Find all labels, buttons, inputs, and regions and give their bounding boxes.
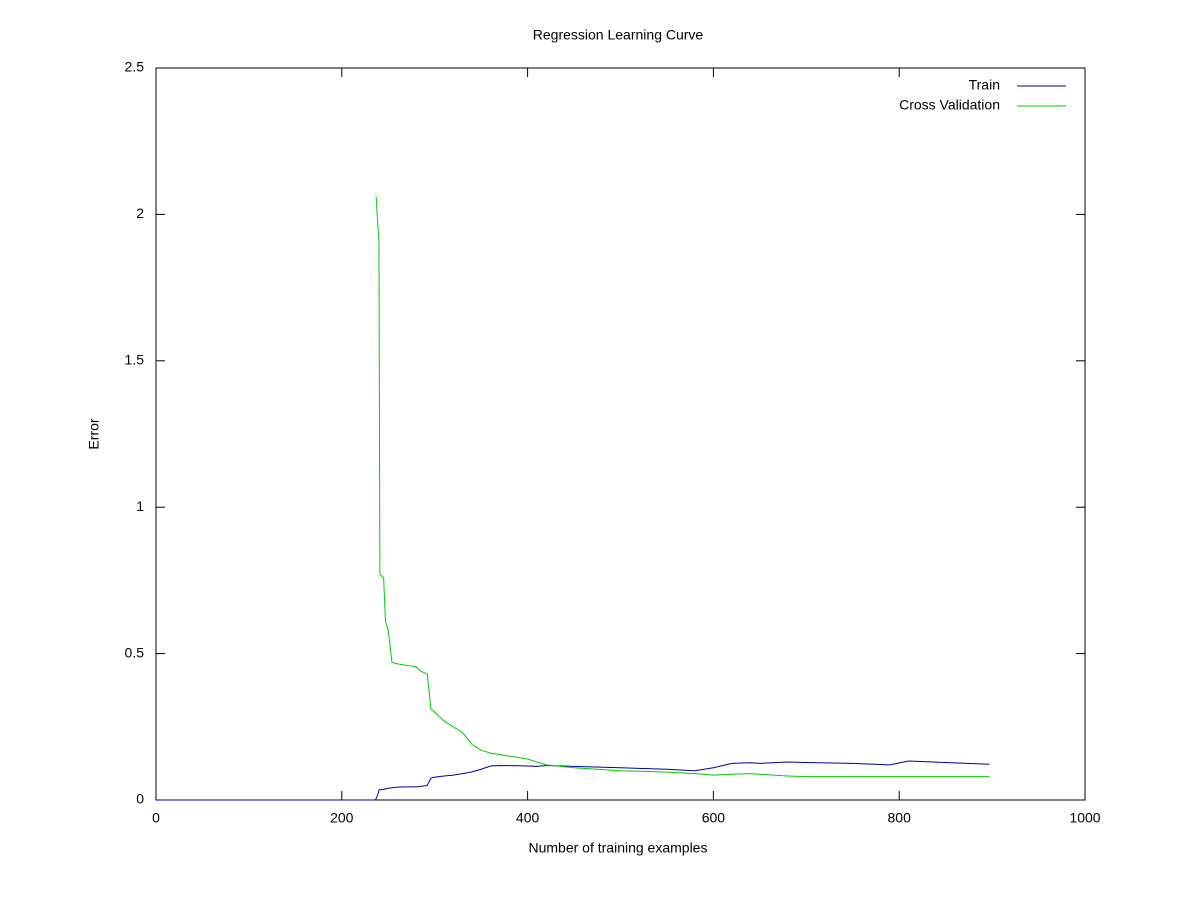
plot-frame: [155, 67, 1086, 801]
x-tick-label: 0: [152, 810, 160, 826]
y-tick-label: 0: [136, 791, 144, 807]
x-tick-label: 1000: [1069, 810, 1100, 826]
y-tick-label: 1: [136, 498, 144, 514]
x-tick-label: 800: [888, 810, 912, 826]
series-line: [375, 196, 990, 778]
x-tick-label: 200: [330, 810, 354, 826]
y-tick-label: 0.5: [125, 644, 145, 660]
series-line: [156, 760, 990, 801]
legend-label: Train: [969, 77, 1000, 93]
y-tick-label: 2.5: [125, 59, 145, 75]
y-tick-label: 1.5: [125, 352, 145, 368]
x-axis-label: Number of training examples: [529, 840, 708, 856]
legend-label: Cross Validation: [899, 97, 1000, 113]
x-tick-label: 400: [516, 810, 540, 826]
x-tick-label: 600: [702, 810, 726, 826]
chart-title: Regression Learning Curve: [533, 27, 704, 43]
y-axis-label: Error: [86, 418, 102, 449]
y-tick-label: 2: [136, 205, 144, 221]
